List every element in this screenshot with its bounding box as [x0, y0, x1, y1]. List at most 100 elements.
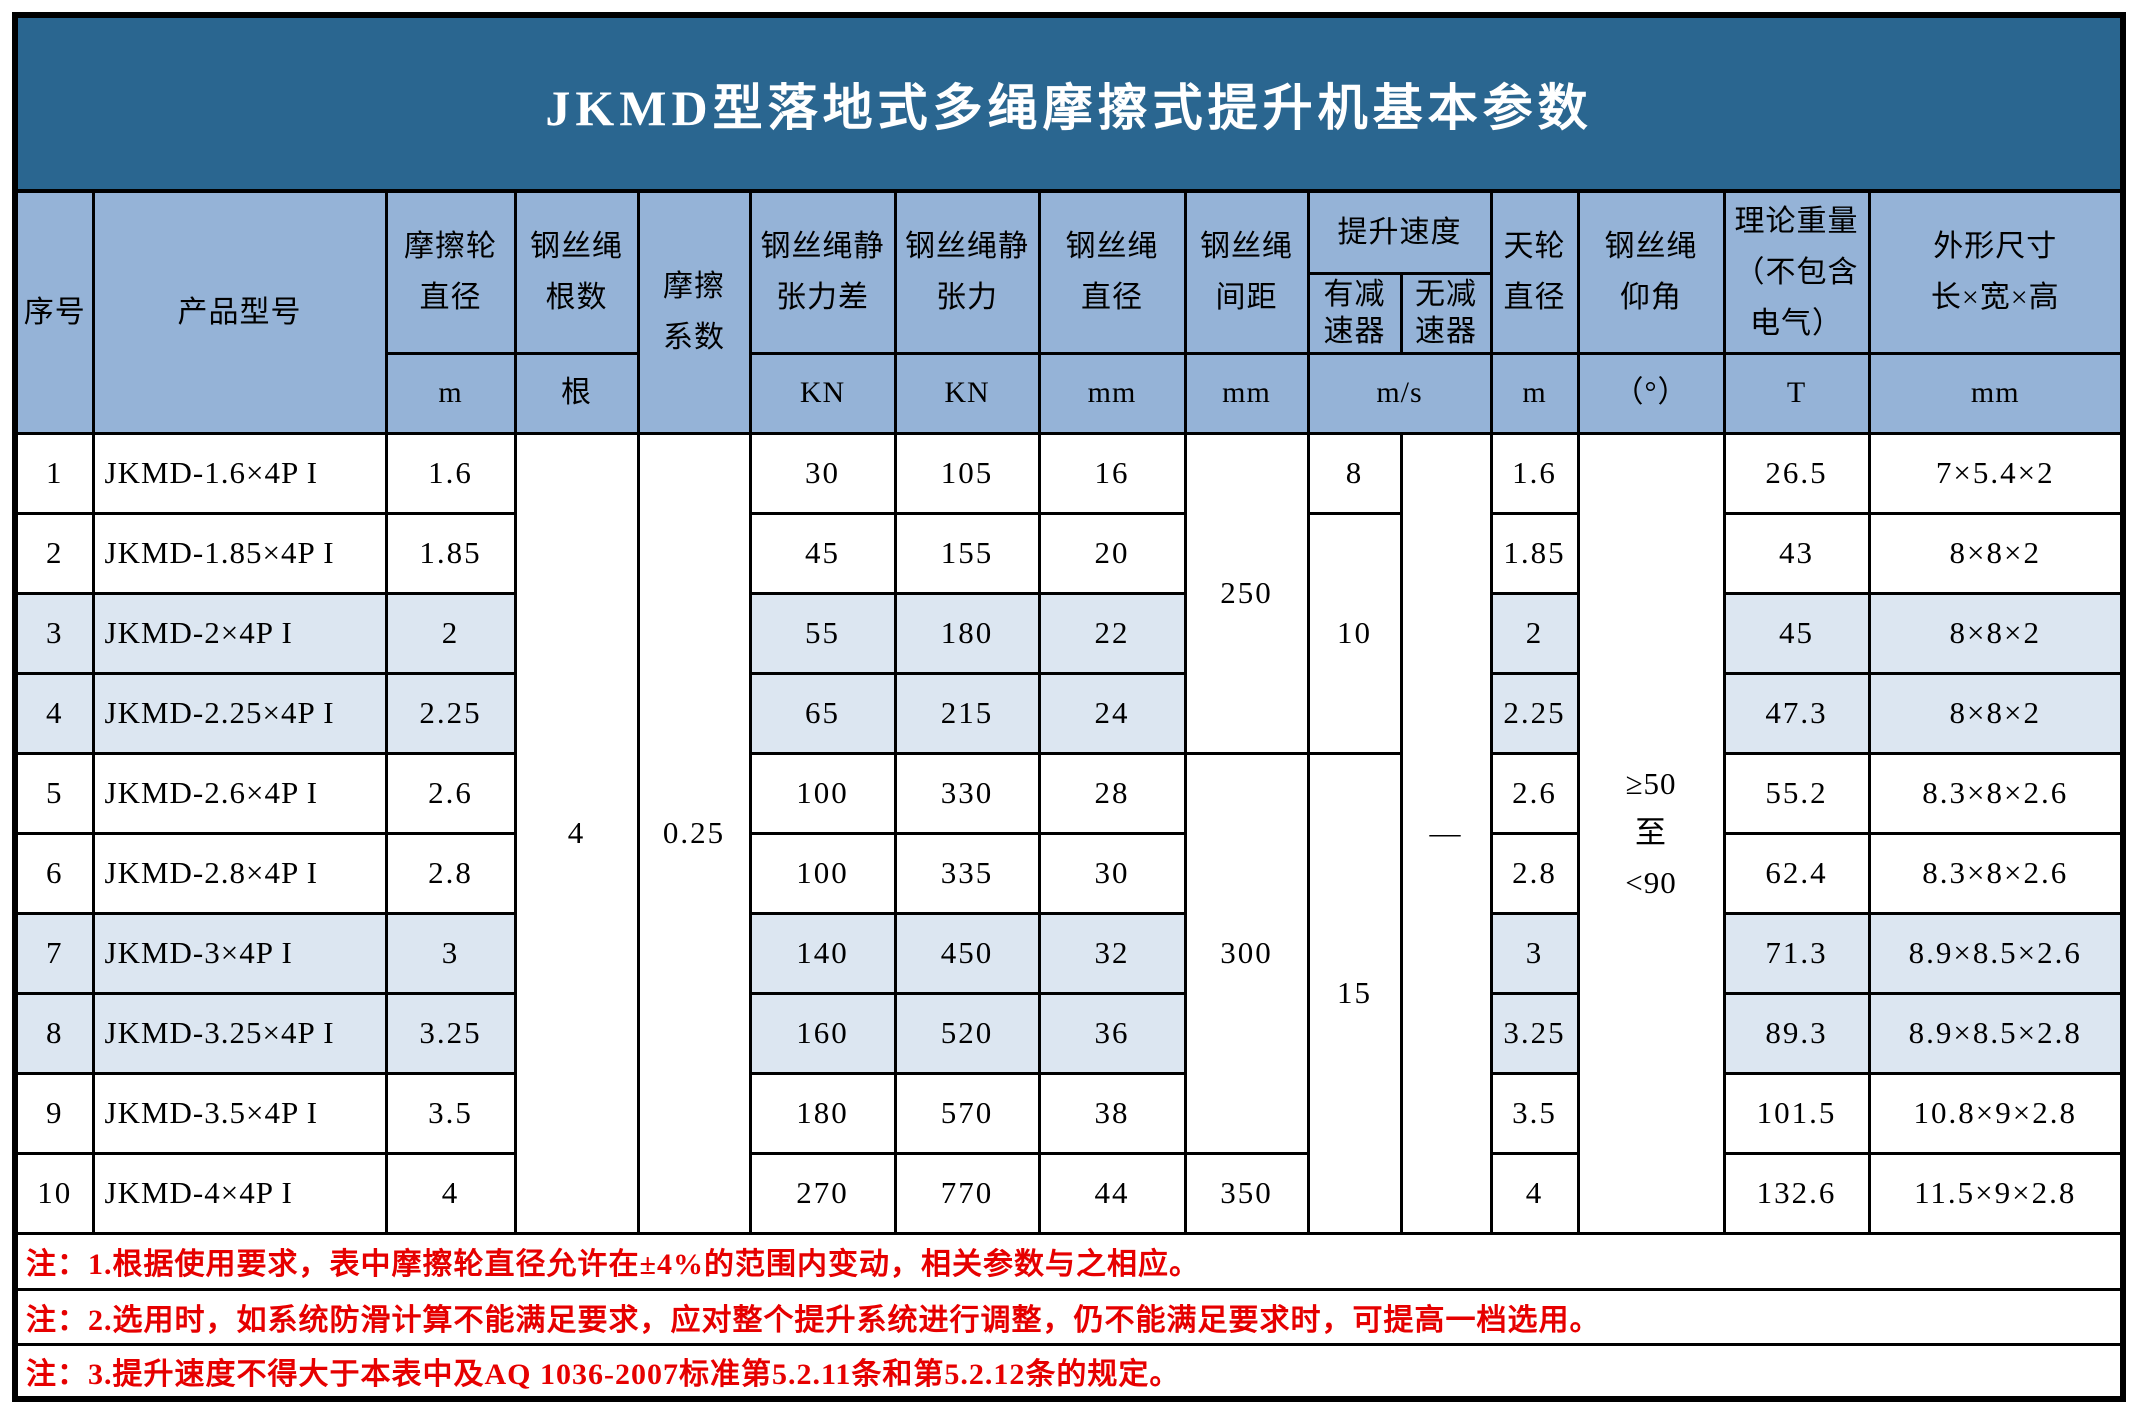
cell-model: JKMD-3.25×4P I [91, 991, 388, 1075]
note-2: 注：2.选用时，如系统防滑计算不能满足要求，应对整个提升系统进行调整，仍不能满足… [13, 1287, 2125, 1346]
cell-weight: 47.3 [1722, 671, 1871, 755]
cell-rope-dia: 22 [1037, 591, 1187, 675]
unit-sheave-dia: m [1489, 351, 1580, 435]
cell-weight: 132.6 [1722, 1151, 1871, 1235]
table-row-4: 4 JKMD-2.25×4P I 2.25 65 215 24 2.25 47.… [13, 671, 2125, 755]
cell-sheave-dia: 1.85 [1489, 511, 1580, 595]
cell-rope-dia: 38 [1037, 1071, 1187, 1155]
col-header-wheel-dia: 摩擦轮 直径 [384, 189, 517, 355]
cell-speed-with-merged-5-10: 15 [1306, 751, 1403, 1235]
cell-tension-diff: 180 [748, 1071, 897, 1155]
cell-tension: 450 [893, 911, 1041, 995]
cell-speed-with: 8 [1306, 431, 1403, 515]
cell-model: JKMD-2.25×4P I [91, 671, 388, 755]
cell-rope-dia: 20 [1037, 511, 1187, 595]
cell-seq: 9 [13, 1071, 95, 1155]
cell-wheel-dia: 3 [384, 911, 517, 995]
spec-table: JKMD型落地式多绳摩擦式提升机基本参数 序号 产品型号 摩擦轮 直径 钢丝绳 … [12, 12, 2126, 1402]
cell-seq: 4 [13, 671, 95, 755]
cell-tension-diff: 270 [748, 1151, 897, 1235]
cell-sheave-dia: 2.25 [1489, 671, 1580, 755]
cell-model: JKMD-3×4P I [91, 911, 388, 995]
cell-model: JKMD-1.6×4P I [91, 431, 388, 515]
cell-tension: 215 [893, 671, 1041, 755]
cell-model: JKMD-2.8×4P I [91, 831, 388, 915]
cell-weight: 101.5 [1722, 1071, 1871, 1155]
unit-weight: T [1722, 351, 1871, 435]
cell-weight: 71.3 [1722, 911, 1871, 995]
table-row-6: 6 JKMD-2.8×4P I 2.8 100 335 30 2.8 62.4 … [13, 831, 2125, 915]
cell-rope-dia: 32 [1037, 911, 1187, 995]
col-header-rope-spacing: 钢丝绳 间距 [1183, 189, 1310, 355]
cell-dims: 8×8×2 [1867, 511, 2125, 595]
table-row-10: 10 JKMD-4×4P I 4 270 770 44 350 4 132.6 … [13, 1151, 2125, 1235]
cell-sheave-dia: 3.5 [1489, 1071, 1580, 1155]
cell-model: JKMD-2.6×4P I [91, 751, 388, 835]
table-row-5: 5 JKMD-2.6×4P I 2.6 100 330 28 300 15 2.… [13, 751, 2125, 1235]
cell-sheave-dia: 4 [1489, 1151, 1580, 1235]
note-1: 注：1.根据使用要求，表中摩擦轮直径允许在±4%的范围内变动，相关参数与之相应。 [13, 1231, 2125, 1291]
cell-weight: 43 [1722, 511, 1871, 595]
note-row-2: 注：2.选用时，如系统防滑计算不能满足要求，应对整个提升系统进行调整，仍不能满足… [13, 1287, 2125, 1346]
cell-model: JKMD-2×4P I [91, 591, 388, 675]
cell-rope-dia: 24 [1037, 671, 1187, 755]
col-header-hoist-speed: 提升速度 [1306, 189, 1493, 275]
cell-rope-count-merged: 4 [513, 431, 640, 1235]
cell-tension: 155 [893, 511, 1041, 595]
unit-rope-angle: （°） [1576, 351, 1726, 435]
col-header-dims: 外形尺寸 长×宽×高 [1867, 189, 2125, 355]
cell-wheel-dia: 2 [384, 591, 517, 675]
col-header-rope-angle: 钢丝绳 仰角 [1576, 189, 1726, 355]
cell-wheel-dia: 2.25 [384, 671, 517, 755]
cell-tension: 330 [893, 751, 1041, 835]
table-row-1: 1 JKMD-1.6×4P I 1.6 4 0.25 30 105 16 250… [13, 431, 2125, 1235]
cell-wheel-dia: 3.5 [384, 1071, 517, 1155]
unit-tension-diff: KN [748, 351, 897, 435]
cell-dims: 10.8×9×2.8 [1867, 1071, 2125, 1155]
col-header-model: 产品型号 [91, 189, 388, 435]
cell-tension: 520 [893, 991, 1041, 1075]
note-3: 注：3.提升速度不得大于本表中及AQ 1036-2007标准第5.2.11条和第… [13, 1342, 2125, 1401]
cell-dims: 8.9×8.5×2.8 [1867, 991, 2125, 1075]
cell-rope-dia: 28 [1037, 751, 1187, 835]
cell-tension-diff: 45 [748, 511, 897, 595]
col-header-seq: 序号 [13, 189, 95, 435]
table-row-9: 9 JKMD-3.5×4P I 3.5 180 570 38 3.5 101.5… [13, 1071, 2125, 1155]
unit-wheel-dia: m [384, 351, 517, 435]
note-row-3: 注：3.提升速度不得大于本表中及AQ 1036-2007标准第5.2.11条和第… [13, 1342, 2125, 1401]
cell-wheel-dia: 2.8 [384, 831, 517, 915]
cell-wheel-dia: 4 [384, 1151, 517, 1235]
cell-seq: 6 [13, 831, 95, 915]
unit-rope-count: 根 [513, 351, 640, 435]
cell-tension-diff: 100 [748, 831, 897, 915]
cell-model: JKMD-4×4P I [91, 1151, 388, 1235]
cell-wheel-dia: 3.25 [384, 991, 517, 1075]
cell-dims: 8×8×2 [1867, 591, 2125, 675]
cell-rope-dia: 36 [1037, 991, 1187, 1075]
cell-sheave-dia: 3 [1489, 911, 1580, 995]
cell-seq: 5 [13, 751, 95, 835]
cell-seq: 3 [13, 591, 95, 675]
cell-sheave-dia: 3.25 [1489, 991, 1580, 1075]
cell-speed-with-merged-2-4: 10 [1306, 511, 1403, 755]
cell-rope-dia: 44 [1037, 1151, 1187, 1235]
col-header-with-reducer: 有减 速器 [1306, 271, 1403, 355]
spreadsheet: JKMD型落地式多绳摩擦式提升机基本参数 序号 产品型号 摩擦轮 直径 钢丝绳 … [12, 12, 2126, 1402]
cell-dims: 8×8×2 [1867, 671, 2125, 755]
table-row-8: 8 JKMD-3.25×4P I 3.25 160 520 36 3.25 89… [13, 991, 2125, 1075]
cell-sheave-dia: 2.6 [1489, 751, 1580, 835]
cell-sheave-dia: 2 [1489, 591, 1580, 675]
cell-tension: 570 [893, 1071, 1041, 1155]
cell-sheave-dia: 2.8 [1489, 831, 1580, 915]
cell-wheel-dia: 1.6 [384, 431, 517, 515]
cell-wheel-dia: 2.6 [384, 751, 517, 835]
cell-weight: 26.5 [1722, 431, 1871, 515]
cell-dims: 11.5×9×2.8 [1867, 1151, 2125, 1235]
cell-seq: 8 [13, 991, 95, 1075]
cell-tension: 770 [893, 1151, 1041, 1235]
title-bar: JKMD型落地式多绳摩擦式提升机基本参数 [13, 13, 2125, 193]
col-header-without-reducer: 无减 速器 [1399, 271, 1493, 355]
page-title: JKMD型落地式多绳摩擦式提升机基本参数 [13, 13, 2125, 193]
cell-spacing-merged-1-4: 250 [1183, 431, 1310, 755]
cell-tension-diff: 100 [748, 751, 897, 835]
